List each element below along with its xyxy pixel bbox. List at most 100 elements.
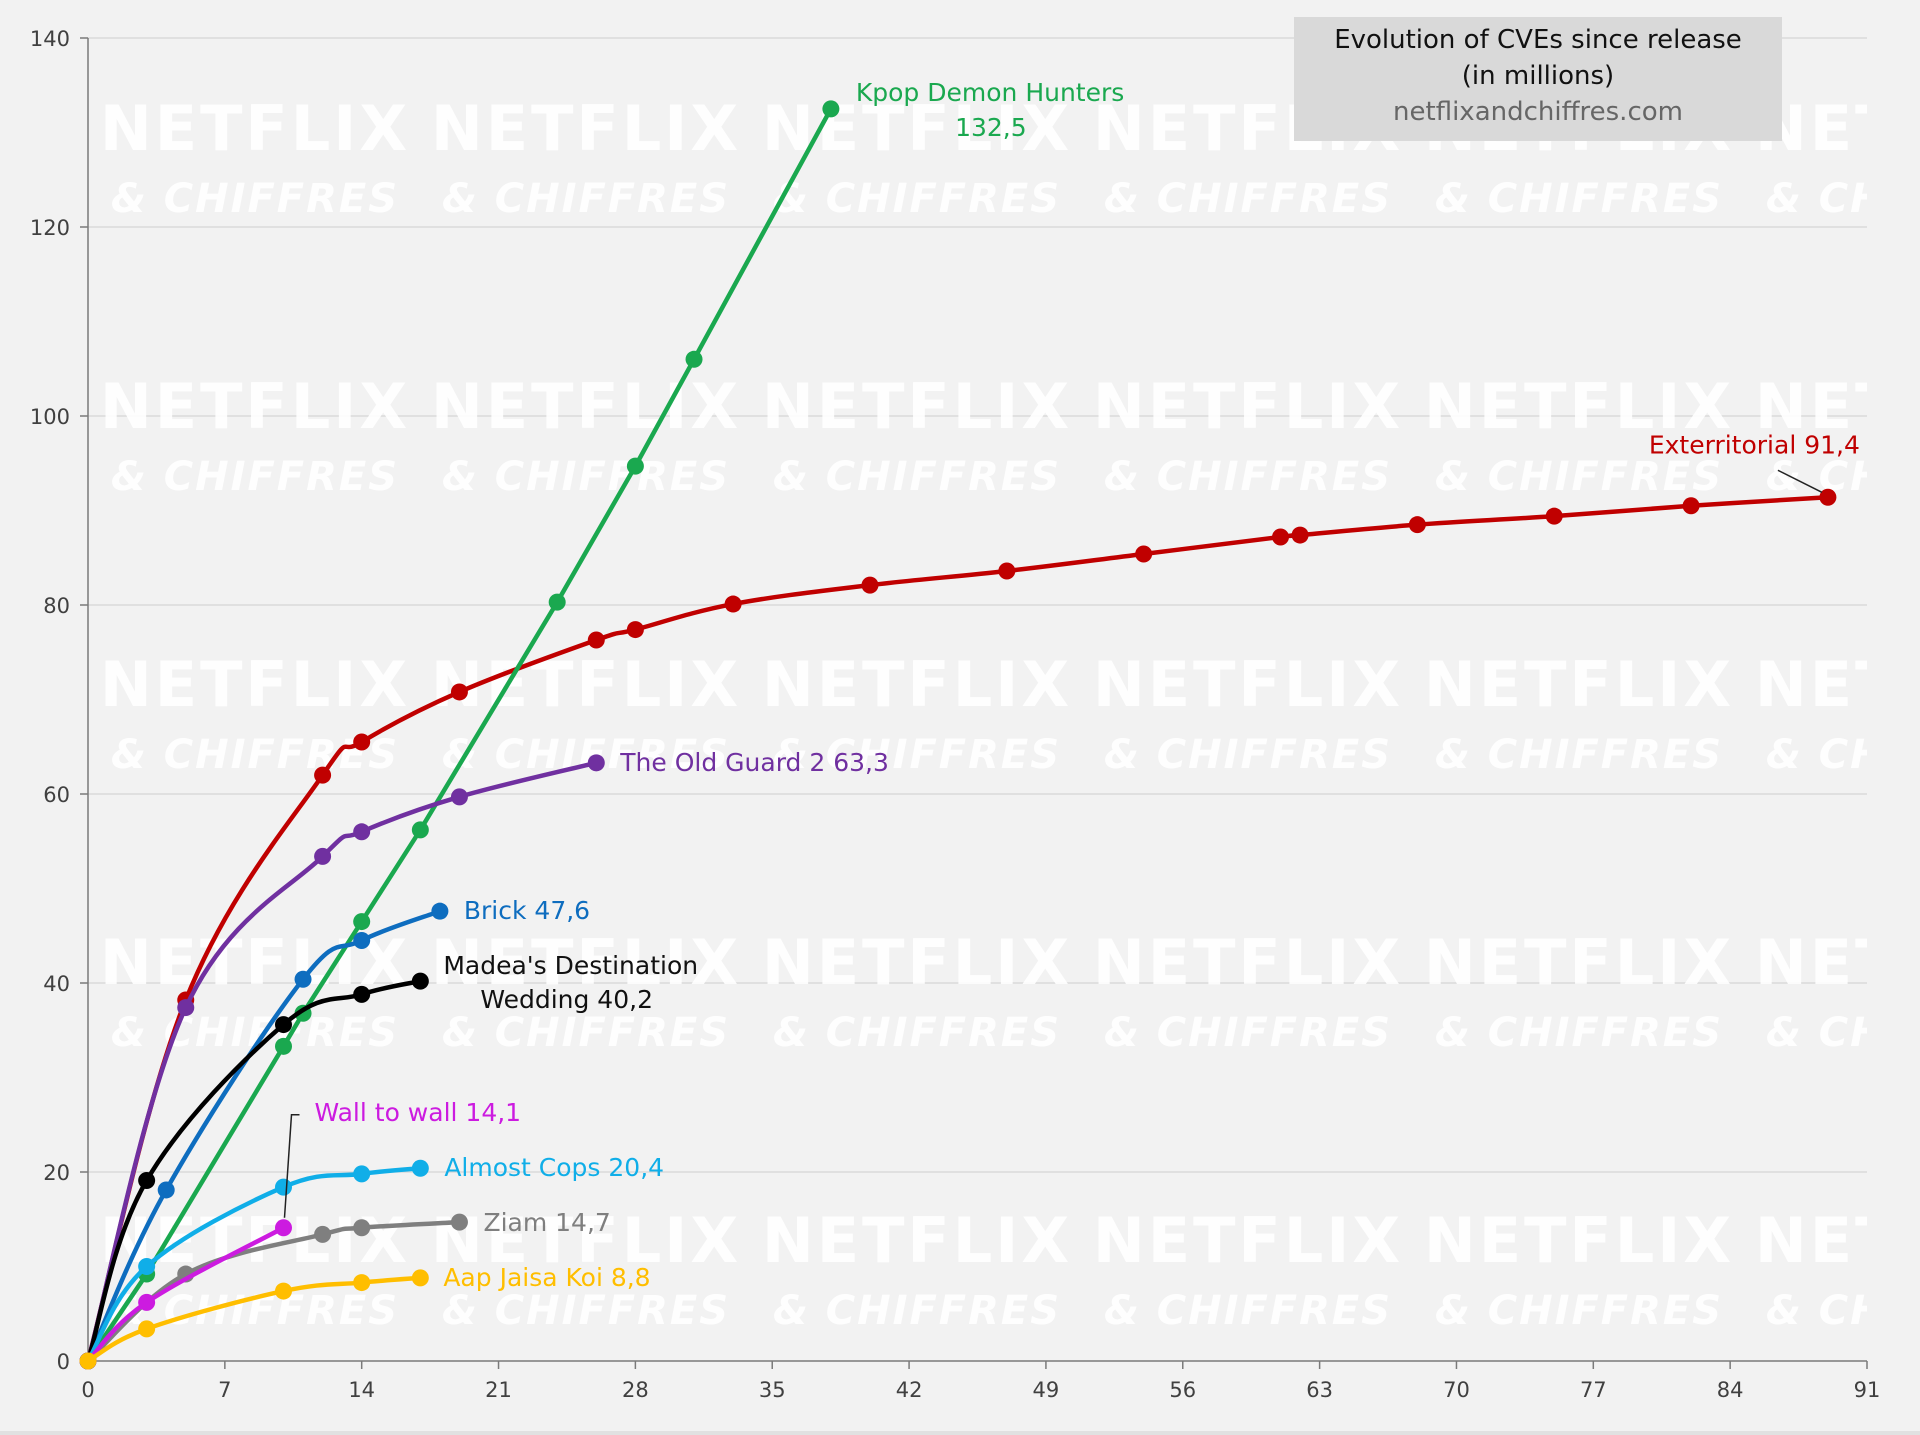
watermark-text: NETFLIX — [1093, 370, 1403, 443]
watermark-text: & CHIFFRES — [1435, 1010, 1723, 1056]
data-point — [685, 350, 703, 368]
watermark-text: & CHIFFRES — [1766, 176, 1920, 222]
watermark-text: & CHIFFRES — [1766, 1010, 1920, 1056]
x-tick-label: 7 — [218, 1378, 231, 1402]
data-point — [411, 972, 429, 990]
data-point — [1291, 526, 1309, 544]
watermark-text: NETFLIX — [1093, 926, 1403, 999]
data-point — [587, 631, 605, 649]
watermark-text: NETFLIX — [762, 370, 1072, 443]
x-tick-label: 63 — [1306, 1378, 1333, 1402]
watermark-text: & CHIFFRES — [111, 454, 399, 500]
label-leader-line — [1777, 469, 1823, 493]
data-point — [861, 576, 879, 594]
watermark-text: & CHIFFRES — [1104, 1010, 1392, 1056]
watermark-text: & CHIFFRES — [1104, 454, 1392, 500]
watermark-text: NETFLIX — [1093, 1204, 1403, 1277]
watermark-text: NETFLIX — [100, 648, 410, 721]
data-point — [138, 1320, 156, 1338]
x-tick-label: 28 — [622, 1378, 649, 1402]
watermark-text: & CHIFFRES — [773, 732, 1061, 778]
data-point — [294, 970, 312, 988]
watermark-text: & CHIFFRES — [773, 454, 1061, 500]
data-point — [1682, 497, 1700, 515]
watermark-text: & CHIFFRES — [442, 732, 730, 778]
data-point — [157, 1181, 175, 1199]
series-end-label: Brick 47,6 — [464, 896, 590, 925]
title-box: Evolution of CVEs since release (in milli… — [1294, 17, 1782, 141]
series-end-label: 132,5 — [955, 113, 1027, 142]
watermark-text: NETFLIX — [431, 92, 741, 165]
series-end-label: Madea's Destination — [443, 951, 698, 980]
watermark-text: NETFLIX — [1424, 1204, 1734, 1277]
series-end-label: Kpop Demon Hunters — [856, 78, 1124, 107]
watermark-text: & CHIFFRES — [111, 732, 399, 778]
y-tick-label: 60 — [43, 783, 70, 807]
x-tick-label: 49 — [1033, 1378, 1060, 1402]
x-tick-label: 0 — [81, 1378, 94, 1402]
x-tick-label: 14 — [348, 1378, 375, 1402]
data-point — [138, 1258, 156, 1275]
data-point — [626, 621, 644, 639]
y-tick-label: 80 — [43, 594, 70, 618]
watermark-text: & CHIFFRES — [1435, 732, 1723, 778]
series-end-label: Wedding 40,2 — [480, 985, 653, 1014]
data-point — [724, 595, 742, 613]
y-tick-label: 140 — [30, 27, 70, 51]
watermark-text: & CHIFFRES — [1766, 1288, 1920, 1334]
x-tick-label: 21 — [485, 1378, 512, 1402]
watermark-text: & CHIFFRES — [1766, 454, 1920, 500]
data-point — [1408, 516, 1426, 534]
watermark-text: NETFLIX — [1755, 1204, 1920, 1277]
data-point — [353, 1219, 371, 1237]
watermark-text: NETFLIX — [100, 370, 410, 443]
watermark-text: & CHIFFRES — [1104, 732, 1392, 778]
data-point — [353, 823, 371, 841]
watermark-text: & CHIFFRES — [442, 1288, 730, 1334]
watermark-text: NETFLIX — [431, 370, 741, 443]
label-leader-line — [283, 1114, 300, 1218]
watermark-text: NETFLIX — [762, 926, 1072, 999]
watermark-text: NETFLIX — [762, 648, 1072, 721]
watermark-text: NETFLIX — [1755, 370, 1920, 443]
data-point — [1819, 488, 1837, 506]
data-point — [353, 1274, 371, 1292]
data-point — [353, 913, 371, 931]
watermark-text: & CHIFFRES — [773, 1010, 1061, 1056]
watermark-layer: NETFLIX & CHIFFRES NETFLIX & CHIFFRES NETFLI… — [100, 92, 1920, 1334]
y-tick-label: 40 — [43, 972, 70, 996]
watermark-text: NETFLIX — [1755, 926, 1920, 999]
chart-subtitle: (in millions) — [1462, 61, 1614, 91]
data-point — [353, 733, 371, 751]
watermark-text: & CHIFFRES — [1104, 176, 1392, 222]
series-end-label: Wall to wall 14,1 — [314, 1098, 521, 1127]
watermark-text: & CHIFFRES — [773, 1288, 1061, 1334]
data-point — [314, 766, 332, 784]
data-point — [822, 100, 840, 118]
watermark-text: & CHIFFRES — [442, 176, 730, 222]
watermark-text: & CHIFFRES — [1435, 454, 1723, 500]
data-point — [998, 562, 1016, 580]
watermark-text: & CHIFFRES — [442, 1010, 730, 1056]
watermark-text: NETFLIX — [1093, 648, 1403, 721]
x-tick-label: 35 — [759, 1378, 786, 1402]
data-point — [587, 754, 605, 772]
y-tick-label: 120 — [30, 216, 70, 240]
data-point — [1135, 545, 1153, 563]
data-point — [274, 1037, 292, 1055]
data-point — [626, 457, 644, 475]
data-point — [548, 593, 566, 611]
data-point — [411, 821, 429, 839]
x-tick-label: 70 — [1443, 1378, 1470, 1402]
data-point — [431, 902, 449, 920]
watermark-text: NETFLIX — [100, 92, 410, 165]
y-tick-label: 20 — [43, 1161, 70, 1185]
data-point — [314, 1225, 332, 1243]
x-tick-label: 42 — [896, 1378, 923, 1402]
watermark-text: & CHIFFRES — [1766, 732, 1920, 778]
x-tick-label: 77 — [1580, 1378, 1607, 1402]
data-point — [274, 1016, 292, 1034]
data-point — [353, 985, 371, 1003]
